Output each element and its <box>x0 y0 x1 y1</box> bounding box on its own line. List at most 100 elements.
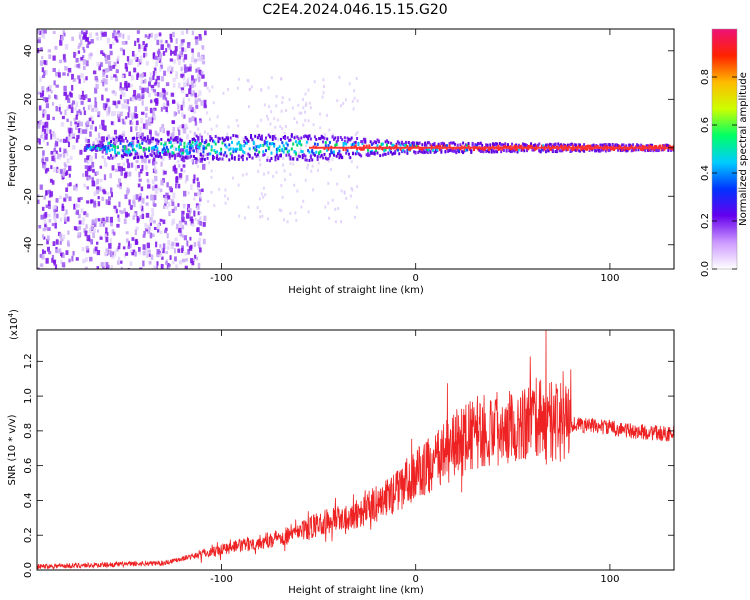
y-tick-label: 0 <box>23 145 34 151</box>
heatmap-cell <box>59 147 62 153</box>
heatmap-cell <box>305 140 308 144</box>
heatmap-cell <box>122 118 125 125</box>
heatmap-cell <box>127 240 130 247</box>
heatmap-cell <box>90 225 94 231</box>
heatmap-cell <box>258 133 261 137</box>
heatmap-cell <box>647 148 650 152</box>
heatmap-cell <box>138 134 141 140</box>
heatmap-cell <box>94 75 98 81</box>
heatmap-cell <box>562 143 565 147</box>
heatmap-cell <box>231 140 234 144</box>
heatmap-cell <box>258 155 261 159</box>
heatmap-cell <box>112 90 116 94</box>
heatmap-cell <box>353 89 356 93</box>
heatmap-cell <box>432 148 435 152</box>
heatmap-cell <box>194 217 197 221</box>
heatmap-cell <box>425 150 428 154</box>
heatmap-cell <box>167 149 170 153</box>
heatmap-cell <box>196 206 199 210</box>
heatmap-cell <box>607 143 610 147</box>
heatmap-cell <box>73 226 77 231</box>
heatmap-cell <box>618 144 621 148</box>
heatmap-cell <box>439 144 442 148</box>
heatmap-cell <box>129 249 133 254</box>
heatmap-cell <box>186 149 189 153</box>
heatmap-cell <box>343 141 346 145</box>
heatmap-cell <box>39 119 43 125</box>
heatmap-cell <box>217 136 220 140</box>
heatmap-cell <box>222 153 225 157</box>
heatmap-cell <box>66 118 69 122</box>
heatmap-cell <box>523 149 526 153</box>
heatmap-cell <box>67 136 71 142</box>
heatmap-cell <box>236 147 239 151</box>
heatmap-cell <box>268 105 271 109</box>
heatmap-cell <box>59 233 63 239</box>
heatmap-cell <box>250 135 253 139</box>
heatmap-cell <box>156 50 160 55</box>
heatmap-cell <box>205 146 208 150</box>
heatmap-cell <box>75 203 78 209</box>
heatmap-cell <box>53 154 57 160</box>
heatmap-cell <box>63 85 67 91</box>
heatmap-cell <box>487 150 490 154</box>
heatmap-cell <box>153 147 156 151</box>
heatmap-cell <box>107 141 110 145</box>
heatmap-cell <box>37 39 41 44</box>
heatmap-cell <box>443 143 446 147</box>
heatmap-cell <box>492 149 495 153</box>
heatmap-cell <box>254 152 257 156</box>
heatmap-cell <box>37 199 40 204</box>
heatmap-cell <box>188 151 191 155</box>
heatmap-cell <box>183 114 186 119</box>
heatmap-cell <box>220 147 223 151</box>
y-tick-label: 1.0 <box>23 388 34 404</box>
heatmap-cell <box>297 103 300 107</box>
heatmap-cell <box>113 62 117 66</box>
heatmap-cell <box>53 218 57 223</box>
heatmap-cell <box>202 150 205 154</box>
heatmap-cell <box>95 78 99 83</box>
heatmap-cell <box>72 100 76 105</box>
heatmap-cell <box>308 158 311 162</box>
heatmap-cell <box>67 98 71 103</box>
heatmap-cell <box>41 156 45 161</box>
heatmap-cell <box>112 41 115 46</box>
heatmap-cell <box>44 121 49 128</box>
heatmap-cell <box>372 141 375 145</box>
heatmap-cell <box>141 197 145 204</box>
spectrogram-heatmap <box>37 29 674 269</box>
heatmap-cell <box>123 253 126 258</box>
heatmap-cell <box>187 203 190 210</box>
heatmap-cell <box>320 134 323 138</box>
heatmap-cell <box>332 133 335 137</box>
heatmap-cell <box>277 138 280 142</box>
heatmap-cell <box>243 139 246 143</box>
heatmap-cell <box>577 149 580 153</box>
heatmap-cell <box>142 138 145 142</box>
heatmap-cell <box>155 99 159 105</box>
heatmap-cell <box>190 267 193 269</box>
heatmap-cell <box>64 164 68 168</box>
heatmap-cell <box>196 149 199 155</box>
heatmap-cell <box>90 199 94 204</box>
heatmap-cell <box>285 108 288 112</box>
heatmap-cell <box>65 170 69 176</box>
heatmap-cell <box>71 85 74 91</box>
heatmap-cell <box>411 144 414 148</box>
heatmap-cell <box>106 98 110 102</box>
heatmap-cell <box>92 146 95 150</box>
heatmap-cell <box>360 154 363 158</box>
heatmap-cell <box>349 156 352 160</box>
heatmap-cell <box>197 145 200 149</box>
heatmap-cell <box>274 133 277 137</box>
heatmap-cell <box>83 211 87 216</box>
heatmap-cell <box>126 158 129 163</box>
heatmap-cell <box>290 134 293 138</box>
heatmap-cell <box>651 143 654 147</box>
heatmap-cell <box>343 136 346 140</box>
heatmap-cell <box>453 142 456 146</box>
heatmap-cell <box>366 153 369 157</box>
heatmap-cell <box>505 148 508 152</box>
heatmap-cell <box>106 37 111 44</box>
